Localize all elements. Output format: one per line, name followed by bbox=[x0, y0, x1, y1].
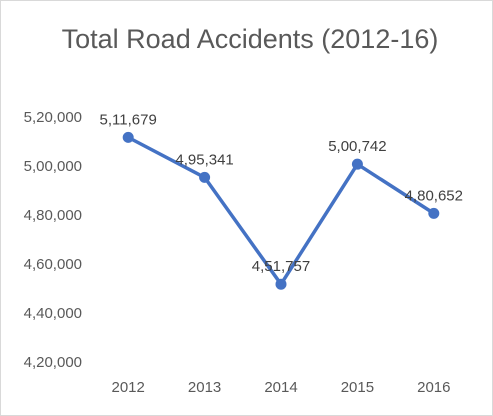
data-labels: 5,11,679 4,95,341 4,51,757 5,00,742 4,80,652 bbox=[100, 111, 463, 275]
data-label: 4,95,341 bbox=[175, 151, 233, 168]
chart-title: Total Road Accidents (2012-16) bbox=[61, 24, 439, 54]
series-layer bbox=[122, 131, 440, 290]
y-tick-label: 4,60,000 bbox=[24, 256, 82, 273]
x-axis-ticks: 2012 2013 2014 2015 2016 bbox=[112, 379, 451, 396]
y-tick-label: 5,20,000 bbox=[24, 109, 82, 126]
y-tick-label: 5,00,000 bbox=[24, 158, 82, 175]
data-point bbox=[428, 207, 440, 219]
data-point bbox=[199, 171, 211, 183]
y-tick-label: 4,20,000 bbox=[24, 354, 82, 371]
data-label: 5,11,679 bbox=[100, 111, 157, 128]
data-point bbox=[351, 158, 363, 170]
y-axis-ticks: 4,20,000 4,40,000 4,60,000 4,80,000 5,00,000… bbox=[24, 109, 82, 371]
data-point bbox=[122, 131, 134, 143]
data-label: 5,00,742 bbox=[328, 138, 386, 155]
x-tick-label: 2014 bbox=[264, 379, 297, 396]
y-tick-label: 4,80,000 bbox=[24, 207, 82, 224]
x-tick-label: 2016 bbox=[417, 379, 450, 396]
data-label: 4,80,652 bbox=[405, 187, 463, 204]
x-tick-label: 2012 bbox=[112, 379, 145, 396]
x-tick-label: 2015 bbox=[341, 379, 374, 396]
data-label: 4,51,757 bbox=[252, 258, 310, 275]
y-tick-label: 4,40,000 bbox=[24, 305, 82, 322]
x-tick-label: 2013 bbox=[188, 379, 221, 396]
data-point bbox=[275, 278, 287, 290]
